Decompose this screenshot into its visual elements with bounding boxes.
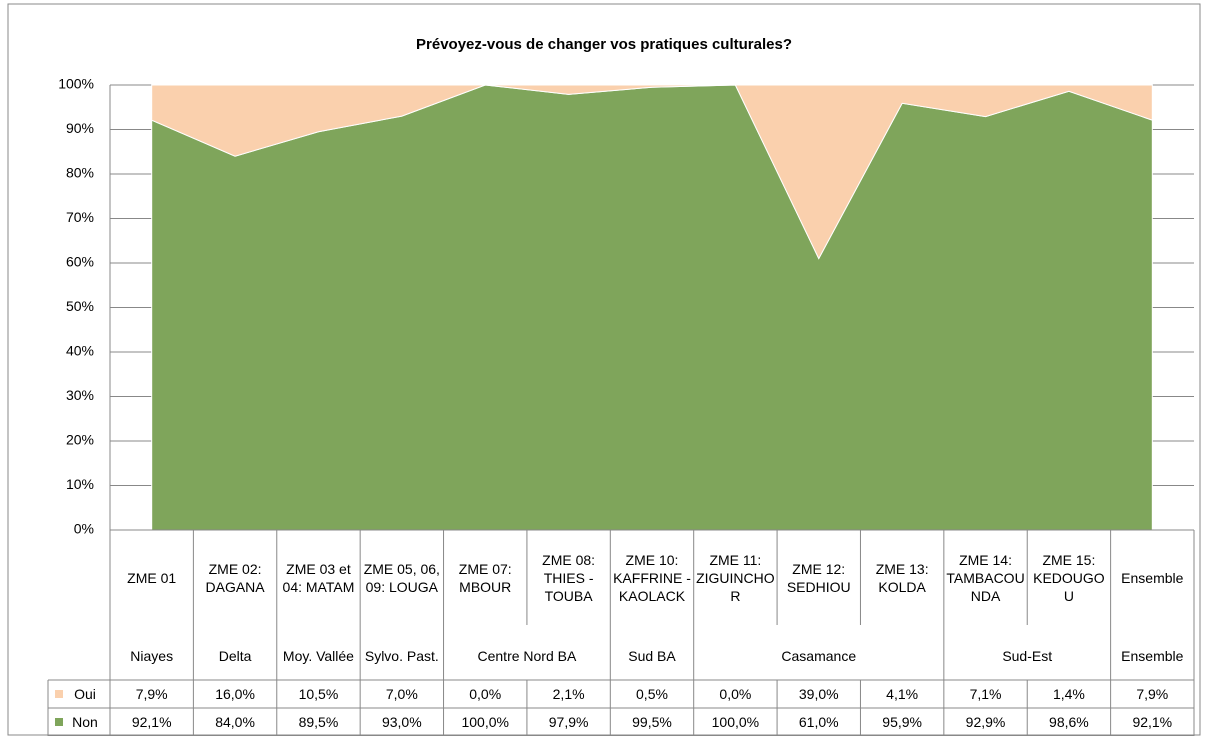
x-tick-label: ZME 08: THIES - TOUBA [542, 551, 596, 604]
x-tick-label: ZME 07: MBOUR [458, 560, 512, 595]
y-tick-label: 50% [66, 298, 94, 314]
legend-label: Oui [74, 686, 96, 702]
y-tick-label: 30% [66, 387, 94, 403]
x-tick-label: ZME 14: TAMBACOUNDA [946, 551, 1025, 604]
y-tick-label: 70% [66, 209, 94, 225]
y-tick-label: 90% [66, 120, 94, 136]
data-label: 89,5% [298, 714, 339, 730]
data-label: 7,0% [385, 686, 418, 702]
group-label: Moy. Vallée [282, 647, 354, 664]
group-label: Ensemble [1121, 647, 1184, 664]
data-label: 97,9% [548, 714, 589, 730]
x-tick-label: ZME 12: SEDHIOU [786, 560, 851, 595]
chart-border [7, 3, 1201, 736]
y-tick-label: 20% [66, 432, 94, 448]
group-label: Sud-Est [1002, 647, 1053, 664]
x-tick-label: ZME 13: KOLDA [875, 560, 929, 595]
group-label: Delta [218, 647, 252, 664]
data-label: 0,0% [469, 686, 502, 702]
x-tick-label: ZME 10: KAFFRINE - KAOLACK [613, 551, 691, 604]
x-tick-label: ZME 11: ZIGUINCHOR [696, 551, 775, 604]
data-label: 98,6% [1049, 714, 1089, 730]
y-tick-label: 100% [58, 76, 94, 92]
group-label: Centre Nord BA [477, 647, 577, 664]
x-tick-label: ZME 05, 06, 09: LOUGA [363, 560, 440, 595]
area [151, 84, 1153, 260]
data-label: 0,5% [636, 686, 668, 702]
x-tick-label: ZME 15: KEDOUGOU [1033, 551, 1105, 604]
data-label: 7,9% [1136, 686, 1169, 702]
y-tick-label: 80% [66, 165, 94, 181]
data-label: 7,9% [135, 686, 168, 702]
data-label: 61,0% [798, 714, 839, 730]
data-label: 99,5% [632, 714, 672, 730]
group-label: Casamance [781, 647, 857, 664]
data-label: 95,9% [882, 714, 922, 730]
data-label: 10,5% [298, 686, 339, 702]
group-label: Niayes [130, 647, 174, 664]
data-label: 92,9% [965, 714, 1006, 730]
data-label: 93,0% [381, 714, 422, 730]
y-tick-label: 10% [66, 476, 94, 492]
legend-key [55, 718, 63, 726]
y-tick-label: 60% [66, 254, 94, 270]
x-tick-label: Ensemble [1121, 569, 1184, 586]
data-label: 2,1% [552, 686, 585, 702]
data-label: 100,0% [461, 714, 509, 730]
data-label: 4,1% [886, 686, 919, 702]
data-label: 39,0% [798, 686, 839, 702]
group-label: Sylvo. Past. [364, 647, 439, 664]
area [151, 84, 1153, 531]
x-tick-label: ZME 01 [127, 569, 177, 586]
group-label: Sud BA [628, 647, 676, 664]
y-tick-label: 40% [66, 343, 94, 359]
legend-key [55, 690, 63, 698]
data-label: 92,1% [131, 714, 172, 730]
data-label: 84,0% [215, 714, 255, 730]
data-label: 16,0% [215, 686, 255, 702]
chart-title: Prévoyez-vous de changer vos pratiques c… [416, 36, 792, 53]
data-label: 1,4% [1052, 686, 1085, 702]
y-tick-label: 0% [74, 521, 94, 537]
data-label: 0,0% [719, 686, 752, 702]
x-tick-label: ZME 02: DAGANA [205, 560, 265, 595]
legend-label: Non [72, 714, 98, 730]
data-label: 7,1% [969, 686, 1002, 702]
data-label: 100,0% [711, 714, 760, 730]
x-tick-label: ZME 03 et 04: MATAM [282, 560, 355, 595]
data-label: 92,1% [1132, 714, 1173, 730]
